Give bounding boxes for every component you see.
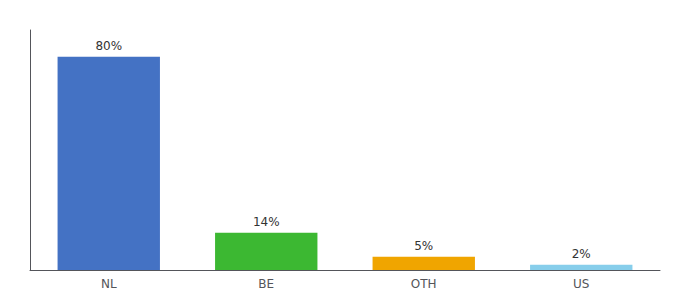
svg-text:2%: 2%: [572, 247, 591, 261]
svg-text:14%: 14%: [253, 215, 280, 229]
svg-text:NL: NL: [101, 277, 117, 291]
svg-text:5%: 5%: [414, 239, 433, 253]
svg-text:80%: 80%: [95, 39, 122, 53]
svg-text:US: US: [573, 277, 589, 291]
svg-text:BE: BE: [258, 277, 274, 291]
svg-text:OTH: OTH: [411, 277, 437, 291]
